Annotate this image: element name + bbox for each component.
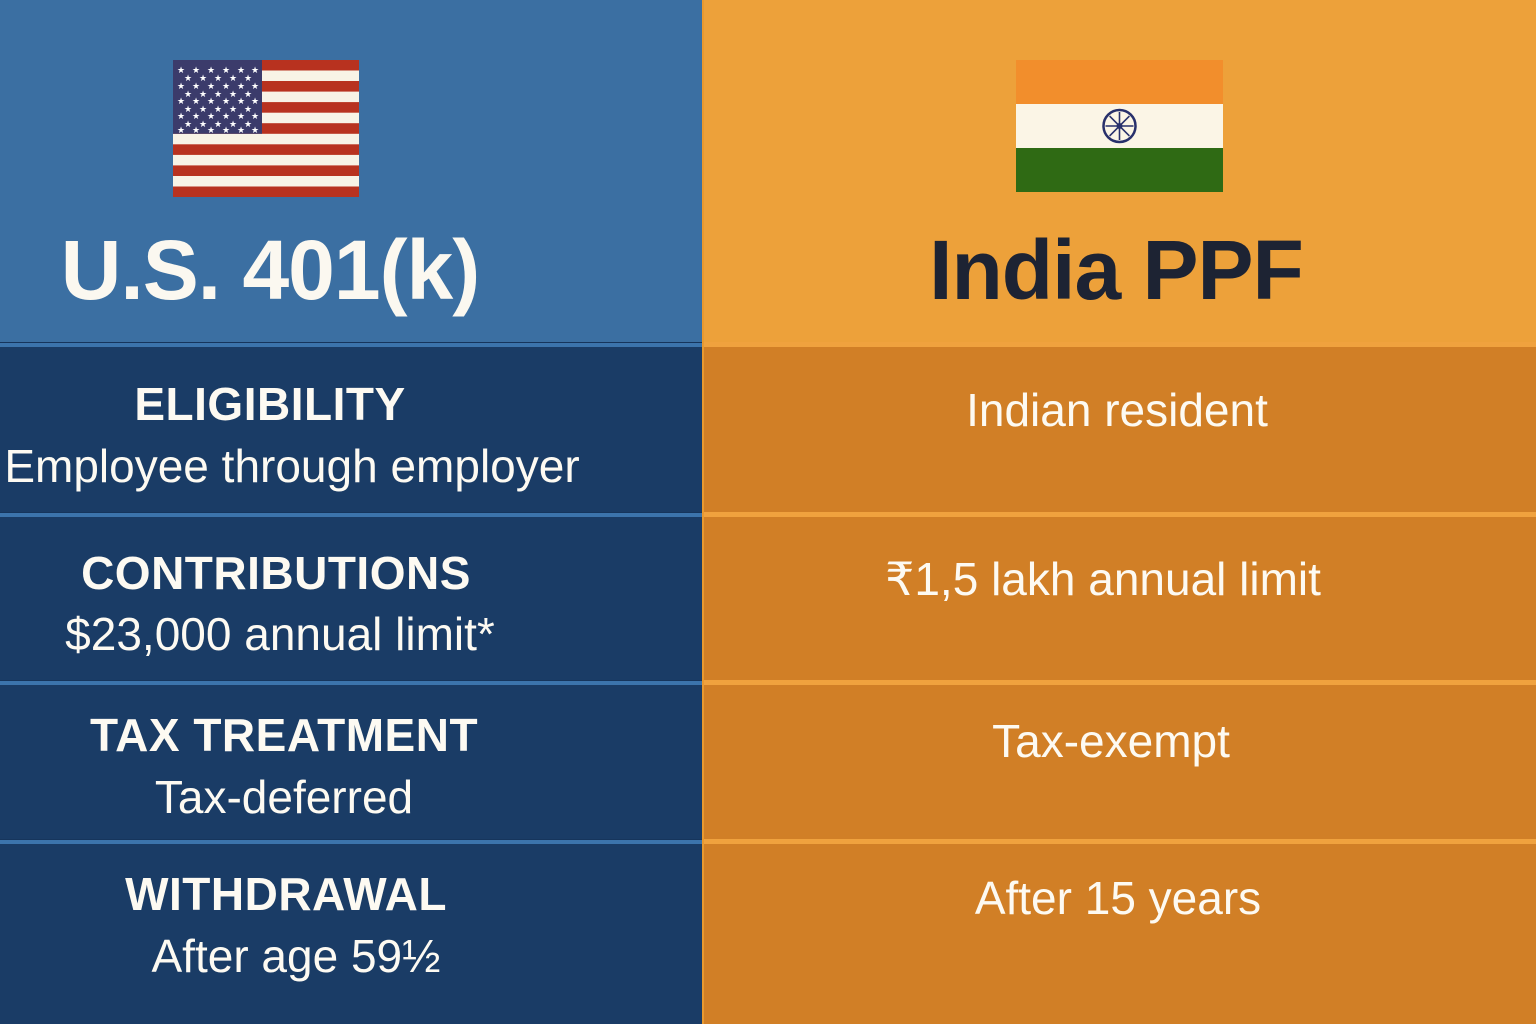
svg-text:★: ★ <box>244 90 252 100</box>
svg-text:★: ★ <box>192 66 200 76</box>
us-header: ★ ★ ★ ★ ★ ★ ★ ★ ★ ★ ★ ★ ★ ★ ★ ★ ★ ★ ★ ★ ★ ★ ★ ★ ★ ★ ★ ★ ★ ★ ★ ★ ★ ★… <box>0 0 704 344</box>
row-divider <box>0 512 704 517</box>
svg-text:★: ★ <box>192 126 200 136</box>
svg-text:★: ★ <box>251 82 259 92</box>
svg-text:★: ★ <box>214 105 222 115</box>
svg-text:★: ★ <box>237 82 245 92</box>
svg-text:★: ★ <box>222 66 230 76</box>
svg-text:★: ★ <box>207 66 215 76</box>
svg-text:★: ★ <box>207 97 215 107</box>
svg-text:★: ★ <box>244 120 252 130</box>
india-row-eligibility: Indian resident <box>704 346 1536 514</box>
svg-text:★: ★ <box>192 112 200 122</box>
svg-text:★: ★ <box>229 105 237 115</box>
row-value: Employee through employer <box>4 440 580 492</box>
row-value: After age 59½ <box>151 930 441 982</box>
svg-text:★: ★ <box>199 105 207 115</box>
us-401k-column: ★ ★ ★ ★ ★ ★ ★ ★ ★ ★ ★ ★ ★ ★ ★ ★ ★ ★ ★ ★ ★ ★ ★ ★ ★ ★ ★ ★ ★ ★ ★ ★ ★ ★… <box>0 0 704 1024</box>
svg-text:★: ★ <box>184 74 192 84</box>
india-row-tax-treatment: Tax-exempt <box>704 685 1536 840</box>
row-value: $23,000 annual limit* <box>65 608 495 660</box>
india-row-withdrawal: After 15 years <box>704 844 1536 1024</box>
row-value: Tax-exempt <box>992 715 1230 767</box>
svg-text:★: ★ <box>222 112 230 122</box>
svg-text:★: ★ <box>237 126 245 136</box>
india-header: India PPF <box>704 0 1536 344</box>
row-divider <box>704 512 1536 517</box>
svg-text:★: ★ <box>207 82 215 92</box>
column-separator <box>702 0 704 1024</box>
svg-text:★: ★ <box>177 126 185 136</box>
svg-text:★: ★ <box>244 74 252 84</box>
row-label: CONTRIBUTIONS <box>81 547 471 599</box>
svg-text:★: ★ <box>177 97 185 107</box>
us-flag-icon: ★ ★ ★ ★ ★ ★ ★ ★ ★ ★ ★ ★ ★ ★ ★ ★ ★ ★ ★ ★ ★ ★ ★ ★ ★ ★ ★ ★ ★ ★ ★ ★ ★ ★… <box>173 60 359 197</box>
india-title: India PPF <box>929 223 1304 317</box>
svg-text:★: ★ <box>222 126 230 136</box>
svg-text:★: ★ <box>237 97 245 107</box>
us-row-withdrawal: WITHDRAWAL After age 59½ <box>0 844 704 1024</box>
svg-text:★: ★ <box>251 66 259 76</box>
row-value: ₹1,5 lakh annual limit <box>885 553 1321 605</box>
svg-text:★: ★ <box>177 82 185 92</box>
row-value: Tax-deferred <box>154 771 414 823</box>
svg-text:★: ★ <box>222 97 230 107</box>
svg-text:★: ★ <box>199 120 207 130</box>
svg-text:★: ★ <box>184 120 192 130</box>
svg-text:★: ★ <box>251 126 259 136</box>
us-title: U.S. 401(k) <box>60 223 481 317</box>
row-divider <box>0 680 704 685</box>
svg-text:★: ★ <box>237 66 245 76</box>
svg-text:★: ★ <box>184 105 192 115</box>
row-divider <box>704 680 1536 685</box>
svg-text:★: ★ <box>192 82 200 92</box>
svg-text:★: ★ <box>251 97 259 107</box>
svg-text:★: ★ <box>237 112 245 122</box>
svg-text:★: ★ <box>229 120 237 130</box>
row-label: TAX TREATMENT <box>89 709 479 761</box>
svg-text:★: ★ <box>244 105 252 115</box>
row-divider <box>0 342 704 347</box>
svg-text:★: ★ <box>207 126 215 136</box>
svg-text:★: ★ <box>177 66 185 76</box>
svg-text:★: ★ <box>214 90 222 100</box>
svg-text:★: ★ <box>214 74 222 84</box>
svg-text:★: ★ <box>207 112 215 122</box>
svg-text:★: ★ <box>177 112 185 122</box>
row-divider <box>704 839 1536 844</box>
row-value: Indian resident <box>966 384 1268 436</box>
row-value: After 15 years <box>974 872 1262 924</box>
india-ppf-column: India PPF Indian resident ₹1,5 lakh annu… <box>704 0 1536 1024</box>
row-label: WITHDRAWAL <box>125 868 447 920</box>
svg-text:★: ★ <box>192 97 200 107</box>
svg-text:★: ★ <box>229 90 237 100</box>
svg-text:★: ★ <box>199 74 207 84</box>
row-label: ELIGIBILITY <box>134 378 406 430</box>
row-divider <box>704 342 1536 347</box>
svg-text:★: ★ <box>251 112 259 122</box>
us-row-tax-treatment: TAX TREATMENT Tax-deferred <box>0 685 704 840</box>
svg-text:★: ★ <box>184 90 192 100</box>
svg-text:★: ★ <box>222 82 230 92</box>
india-flag-icon <box>1016 60 1223 192</box>
us-row-eligibility: ELIGIBILITY Employee through employer <box>0 346 704 514</box>
row-divider <box>0 839 704 844</box>
india-row-contributions: ₹1,5 lakh annual limit <box>704 517 1536 680</box>
us-row-contributions: CONTRIBUTIONS $23,000 annual limit* <box>0 517 704 680</box>
svg-text:★: ★ <box>229 74 237 84</box>
svg-text:★: ★ <box>214 120 222 130</box>
svg-text:★: ★ <box>199 90 207 100</box>
